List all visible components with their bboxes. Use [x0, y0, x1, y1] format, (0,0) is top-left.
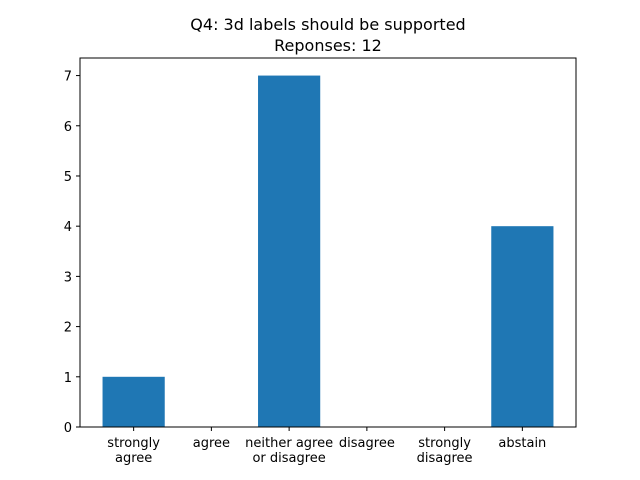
y-tick-label: 1: [64, 371, 72, 386]
y-tick-label: 4: [64, 220, 72, 235]
y-tick-label: 2: [64, 321, 72, 336]
bar: [258, 75, 321, 428]
y-tick-label: 7: [64, 70, 72, 85]
bar: [102, 376, 165, 427]
y-axis: 0 1 2 3 4 5 6 7: [64, 70, 80, 436]
y-tick-label: 0: [64, 421, 72, 436]
bar: [491, 226, 554, 427]
x-tick-label: abstain: [498, 436, 546, 451]
y-tick-label: 3: [64, 270, 72, 285]
title-line: Q4: 3d labels should be supported: [190, 15, 465, 34]
x-tick-label: strongly disagree: [417, 436, 473, 466]
x-axis: strongly agree agree neither agree or disagr…: [107, 427, 546, 466]
x-tick-label: disagree: [339, 436, 395, 451]
chart-title: Q4: 3d labels should be supported Reponse…: [190, 15, 465, 55]
x-tick-label: agree: [193, 436, 230, 451]
bars: [102, 75, 554, 428]
x-tick-label: neither agree or disagree: [245, 436, 333, 466]
y-tick-label: 5: [64, 170, 72, 185]
axes-frame: [79, 57, 577, 428]
title-line: Reponses: 12: [274, 36, 382, 55]
x-tick-label: strongly agree: [107, 436, 160, 466]
y-tick-label: 6: [64, 120, 72, 135]
